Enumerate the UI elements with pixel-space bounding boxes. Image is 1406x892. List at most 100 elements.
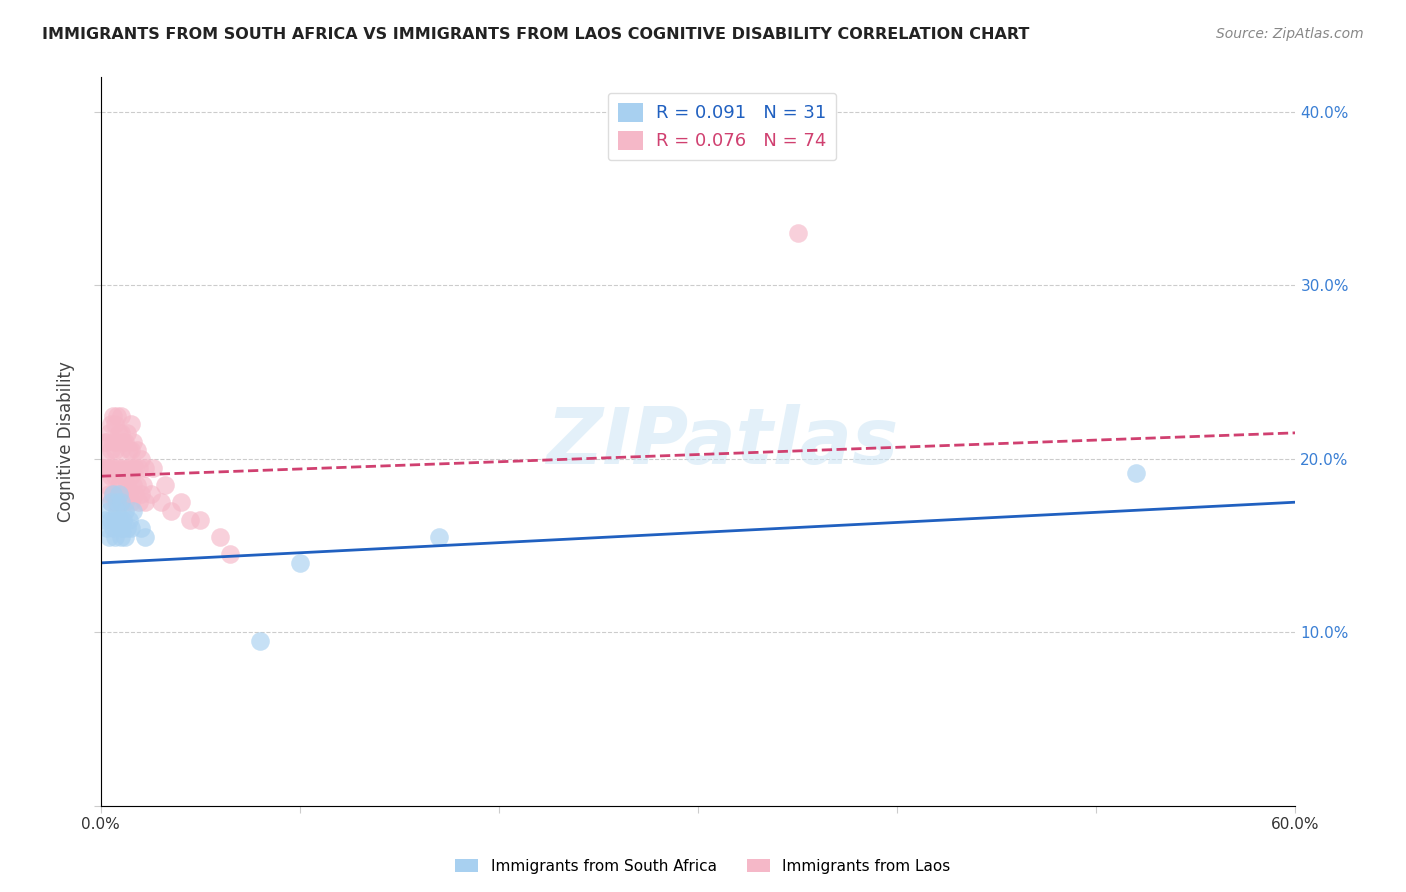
Point	[115, 521, 138, 535]
Point	[100, 443, 122, 458]
Point	[124, 460, 146, 475]
Point	[104, 512, 127, 526]
Point	[96, 460, 118, 475]
Point	[114, 504, 136, 518]
Point	[107, 478, 129, 492]
Point	[179, 512, 201, 526]
Legend: R = 0.091   N = 31, R = 0.076   N = 74: R = 0.091 N = 31, R = 0.076 N = 74	[607, 93, 837, 160]
Point	[288, 556, 311, 570]
Point	[149, 495, 172, 509]
Point	[118, 486, 141, 500]
Point	[129, 521, 152, 535]
Point	[100, 495, 122, 509]
Point	[110, 469, 132, 483]
Point	[97, 530, 120, 544]
Point	[110, 495, 132, 509]
Point	[190, 512, 212, 526]
Point	[128, 460, 150, 475]
Point	[129, 451, 152, 466]
Legend: Immigrants from South Africa, Immigrants from Laos: Immigrants from South Africa, Immigrants…	[450, 853, 956, 880]
Point	[128, 495, 150, 509]
Point	[100, 512, 122, 526]
Point	[100, 469, 122, 483]
Point	[101, 434, 124, 449]
Point	[120, 495, 142, 509]
Point	[427, 530, 450, 544]
Point	[94, 451, 117, 466]
Point	[118, 443, 141, 458]
Point	[139, 486, 162, 500]
Point	[94, 512, 117, 526]
Point	[110, 521, 132, 535]
Point	[101, 409, 124, 423]
Point	[94, 434, 117, 449]
Point	[104, 495, 127, 509]
Point	[101, 460, 124, 475]
Point	[142, 460, 165, 475]
Point	[101, 486, 124, 500]
Point	[249, 633, 271, 648]
Point	[104, 417, 127, 432]
Point	[100, 417, 122, 432]
Point	[101, 521, 124, 535]
Point	[104, 443, 127, 458]
Point	[96, 434, 118, 449]
Point	[111, 512, 134, 526]
Point	[97, 460, 120, 475]
Point	[111, 434, 134, 449]
Point	[134, 460, 156, 475]
Point	[120, 521, 142, 535]
Y-axis label: Cognitive Disability: Cognitive Disability	[58, 361, 75, 522]
Point	[110, 443, 132, 458]
Point	[91, 460, 114, 475]
Point	[97, 425, 120, 440]
Point	[111, 521, 134, 535]
Point	[107, 460, 129, 475]
Point	[105, 504, 128, 518]
Point	[107, 486, 129, 500]
Point	[134, 530, 156, 544]
Point	[121, 460, 143, 475]
Point	[105, 409, 128, 423]
Point	[115, 460, 138, 475]
Point	[104, 469, 127, 483]
Point	[219, 547, 242, 561]
Point	[159, 504, 181, 518]
Point	[124, 486, 146, 500]
Point	[131, 478, 153, 492]
Point	[110, 530, 132, 544]
Point	[96, 478, 118, 492]
Point	[121, 504, 143, 518]
Point	[105, 460, 128, 475]
Point	[100, 495, 122, 509]
Text: Source: ZipAtlas.com: Source: ZipAtlas.com	[1216, 27, 1364, 41]
Point	[110, 409, 132, 423]
Point	[114, 530, 136, 544]
Point	[134, 495, 156, 509]
Text: ZIPatlas: ZIPatlas	[546, 403, 898, 480]
Point	[786, 227, 808, 241]
Point	[105, 495, 128, 509]
Point	[110, 495, 132, 509]
Point	[125, 443, 148, 458]
Point	[121, 478, 143, 492]
Point	[104, 530, 127, 544]
Point	[114, 434, 136, 449]
Point	[107, 512, 129, 526]
Point	[169, 495, 191, 509]
Point	[121, 434, 143, 449]
Point	[114, 495, 136, 509]
Point	[115, 425, 138, 440]
Point	[96, 521, 118, 535]
Point	[107, 425, 129, 440]
Point	[118, 512, 141, 526]
Point	[120, 443, 142, 458]
Point	[105, 486, 128, 500]
Text: IMMIGRANTS FROM SOUTH AFRICA VS IMMIGRANTS FROM LAOS COGNITIVE DISABILITY CORREL: IMMIGRANTS FROM SOUTH AFRICA VS IMMIGRAN…	[42, 27, 1029, 42]
Point	[118, 460, 141, 475]
Point	[110, 425, 132, 440]
Point	[111, 460, 134, 475]
Point	[105, 434, 128, 449]
Point	[129, 486, 152, 500]
Point	[97, 486, 120, 500]
